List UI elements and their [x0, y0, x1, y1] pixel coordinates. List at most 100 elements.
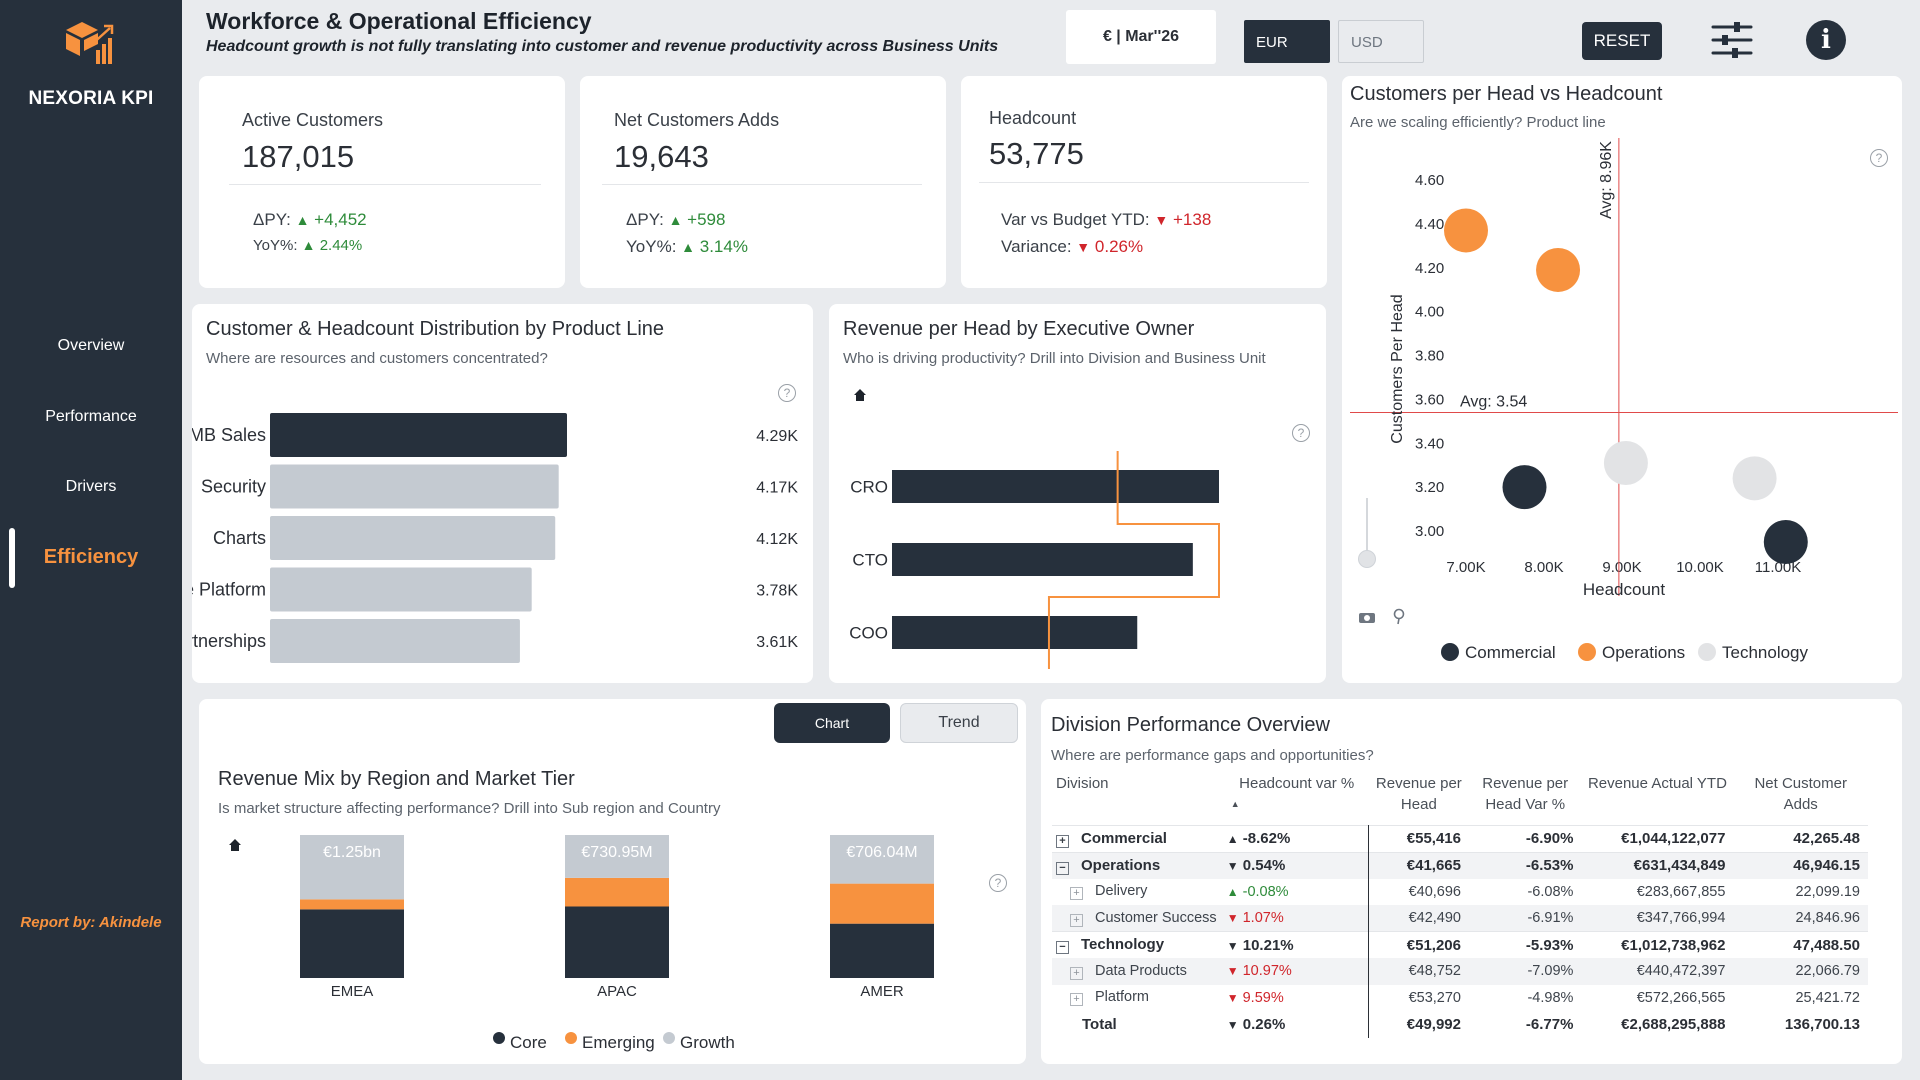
- col-header-division[interactable]: Division: [1056, 775, 1109, 792]
- hc-var-value: 10.97%: [1242, 963, 1292, 980]
- col-header-rph-var[interactable]: Revenue per Head Var %: [1482, 775, 1569, 813]
- expand-icon[interactable]: +: [1056, 834, 1069, 848]
- help-icon[interactable]: ?: [989, 874, 1007, 892]
- nav-efficiency[interactable]: Efficiency: [43, 546, 139, 568]
- row-name-cell[interactable]: + Platform: [1052, 985, 1225, 1012]
- reset-button[interactable]: RESET: [1582, 22, 1662, 60]
- table-row[interactable]: − Technology ▼ 10.21% €51,206 -5.93% €1,012,7…: [1052, 931, 1868, 958]
- collapse-icon[interactable]: −: [1056, 861, 1069, 875]
- table-header-row: Division Headcount var % ▲ Revenue per He…: [1052, 773, 1868, 826]
- sort-ascending-icon[interactable]: ▲: [1230, 799, 1240, 809]
- currency-eur-button[interactable]: EUR: [1244, 20, 1330, 63]
- filter-sliders-icon[interactable]: [1710, 18, 1754, 62]
- row-name-cell[interactable]: − Technology: [1052, 931, 1225, 958]
- help-icon[interactable]: ?: [778, 384, 796, 402]
- net-adds-cell: 24,846.96: [1733, 905, 1868, 932]
- scatter-point[interactable]: [1763, 519, 1808, 564]
- row-name-cell[interactable]: + Delivery: [1052, 879, 1225, 906]
- stack-segment[interactable]: [830, 923, 934, 978]
- period-selector[interactable]: € | Mar''26: [1066, 10, 1216, 64]
- col-header-net-adds[interactable]: Net Customer Adds: [1754, 775, 1847, 813]
- stack-segment[interactable]: [830, 883, 934, 924]
- kpi-value: 19,643: [614, 139, 709, 174]
- table-row[interactable]: − Operations ▼ 0.54% €41,665 -6.53% €631,434,…: [1052, 851, 1868, 879]
- net-adds-cell: 136,700.13: [1784, 1015, 1860, 1033]
- kpi-delta-line: ΔPY: ▲ +4,452: [253, 210, 367, 230]
- table-row[interactable]: + Commercial ▲ -8.62% €55,416 -6.90% €1,044,1…: [1052, 825, 1868, 852]
- col-header-revenue[interactable]: Revenue Actual YTD: [1587, 775, 1727, 792]
- yoy-value: 2.44%: [319, 237, 363, 254]
- trend-toggle-button[interactable]: Trend: [900, 703, 1018, 743]
- table-row[interactable]: + Customer Success ▼ 1.07% €42,490 -6.91% €34…: [1052, 905, 1868, 932]
- col-header-headcount-var[interactable]: Headcount var % ▲: [1225, 773, 1369, 826]
- help-icon[interactable]: ?: [1870, 149, 1888, 167]
- collapse-icon[interactable]: −: [1056, 941, 1069, 954]
- bar[interactable]: [270, 413, 567, 457]
- rph-var-cell: -6.53%: [1469, 851, 1582, 879]
- bar[interactable]: [270, 464, 559, 509]
- scatter-point[interactable]: [1536, 247, 1581, 292]
- table-row[interactable]: + Data Products ▼ 10.97% €48,752 -7.09% €440,…: [1052, 958, 1868, 985]
- nav-overview[interactable]: Overview: [57, 337, 125, 354]
- bar[interactable]: [892, 616, 1138, 649]
- expand-icon[interactable]: +: [1070, 966, 1083, 980]
- hc-var-value: 10.21%: [1242, 936, 1294, 954]
- nav-drivers[interactable]: Drivers: [65, 478, 117, 495]
- chart-toggle-button[interactable]: Chart: [774, 703, 890, 743]
- total-label: €706.04M: [846, 844, 917, 861]
- home-icon[interactable]: [853, 388, 867, 402]
- scatter-point[interactable]: [1732, 456, 1777, 501]
- legend-label: Core: [510, 1033, 547, 1052]
- divider: [602, 184, 922, 185]
- y-tick-label: 3.40: [1415, 435, 1444, 452]
- nav-performance[interactable]: Performance: [45, 408, 137, 425]
- stack-segment[interactable]: [565, 877, 669, 907]
- zoom-slider-handle[interactable]: [1358, 550, 1376, 568]
- scatter-point[interactable]: [1502, 465, 1547, 510]
- help-icon[interactable]: ?: [1292, 424, 1310, 442]
- stack-segment[interactable]: [830, 835, 934, 884]
- table-row[interactable]: + Delivery ▲ -0.08% €40,696 -6.08% €283,667,8…: [1052, 878, 1868, 906]
- bar[interactable]: [270, 567, 532, 612]
- row-name: Commercial: [1081, 829, 1167, 847]
- row-name-cell[interactable]: − Operations: [1052, 851, 1225, 879]
- bar[interactable]: [892, 470, 1219, 503]
- bar[interactable]: [270, 619, 520, 663]
- hc-var-cell: ▲ -0.08%: [1224, 878, 1370, 905]
- expand-icon[interactable]: +: [1070, 887, 1083, 901]
- expand-icon[interactable]: +: [1070, 913, 1083, 927]
- scatter-card: Customers per Head vs Headcount Are we s…: [1342, 76, 1902, 683]
- col-header-rph[interactable]: Revenue per Head: [1375, 775, 1462, 813]
- row-name-cell[interactable]: + Data Products: [1052, 958, 1225, 985]
- scatter-point[interactable]: [1603, 440, 1648, 485]
- zoom-slider-track[interactable]: [1366, 498, 1368, 553]
- net-adds-cell: 22,099.19: [1795, 883, 1860, 900]
- rph-var-cell: -6.08%: [1527, 883, 1574, 900]
- home-icon[interactable]: [228, 838, 242, 852]
- revenue-cell: €440,472,397: [1581, 958, 1734, 985]
- rph-cell: €41,665: [1368, 851, 1469, 879]
- stack-segment[interactable]: [565, 835, 669, 878]
- variance-value: 0.26%: [1094, 237, 1144, 256]
- division-table-card: Division Performance Overview Where are …: [1041, 699, 1902, 1064]
- stack-segment[interactable]: [300, 899, 404, 910]
- info-icon[interactable]: i: [1806, 20, 1846, 60]
- revenue-cell: €347,766,994: [1581, 905, 1734, 932]
- camera-icon[interactable]: [1358, 610, 1376, 624]
- stack-segment[interactable]: [300, 909, 404, 978]
- stack-segment[interactable]: [300, 835, 404, 900]
- hc-var-cell: ▼ 1.07%: [1224, 905, 1370, 932]
- row-name-cell[interactable]: + Commercial: [1052, 825, 1225, 852]
- row-name-cell[interactable]: + Customer Success: [1052, 905, 1225, 932]
- bar[interactable]: [892, 543, 1193, 576]
- expand-icon[interactable]: +: [1070, 993, 1083, 1007]
- stack-segment[interactable]: [565, 906, 669, 979]
- table-row[interactable]: + Platform ▼ 9.59% €53,270 -4.98% €572,266,56…: [1052, 984, 1868, 1012]
- map-pin-icon[interactable]: [1392, 608, 1406, 626]
- currency-usd-button[interactable]: USD: [1338, 20, 1424, 63]
- delta-value: +598: [687, 210, 726, 229]
- y-tick-label: 4.20: [1415, 260, 1444, 277]
- category-label: EMEA: [331, 983, 374, 1000]
- bar[interactable]: [270, 516, 556, 560]
- scatter-point[interactable]: [1444, 208, 1488, 253]
